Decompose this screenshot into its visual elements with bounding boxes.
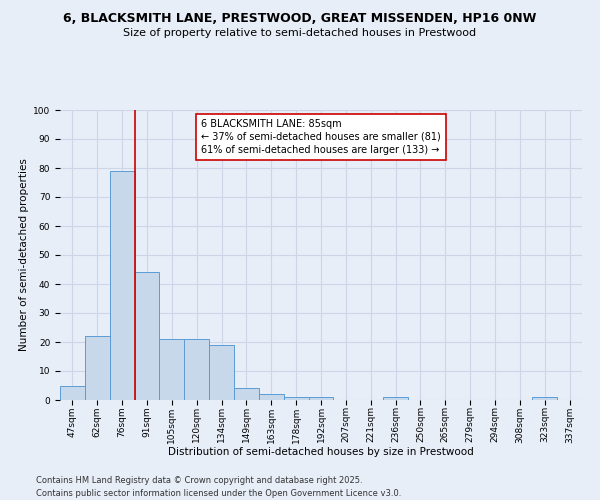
Bar <box>134 272 160 400</box>
Bar <box>184 339 209 400</box>
X-axis label: Distribution of semi-detached houses by size in Prestwood: Distribution of semi-detached houses by … <box>168 447 474 457</box>
Bar <box>110 171 134 400</box>
Bar <box>284 397 308 400</box>
Bar <box>209 345 234 400</box>
Text: 6, BLACKSMITH LANE, PRESTWOOD, GREAT MISSENDEN, HP16 0NW: 6, BLACKSMITH LANE, PRESTWOOD, GREAT MIS… <box>64 12 536 26</box>
Bar <box>160 339 184 400</box>
Bar <box>259 394 284 400</box>
Bar <box>532 397 557 400</box>
Text: Size of property relative to semi-detached houses in Prestwood: Size of property relative to semi-detach… <box>124 28 476 38</box>
Y-axis label: Number of semi-detached properties: Number of semi-detached properties <box>19 158 29 352</box>
Bar <box>234 388 259 400</box>
Text: Contains HM Land Registry data © Crown copyright and database right 2025.
Contai: Contains HM Land Registry data © Crown c… <box>36 476 401 498</box>
Bar <box>383 397 408 400</box>
Text: 6 BLACKSMITH LANE: 85sqm
← 37% of semi-detached houses are smaller (81)
61% of s: 6 BLACKSMITH LANE: 85sqm ← 37% of semi-d… <box>201 118 440 155</box>
Bar <box>308 397 334 400</box>
Bar <box>60 386 85 400</box>
Bar <box>85 336 110 400</box>
